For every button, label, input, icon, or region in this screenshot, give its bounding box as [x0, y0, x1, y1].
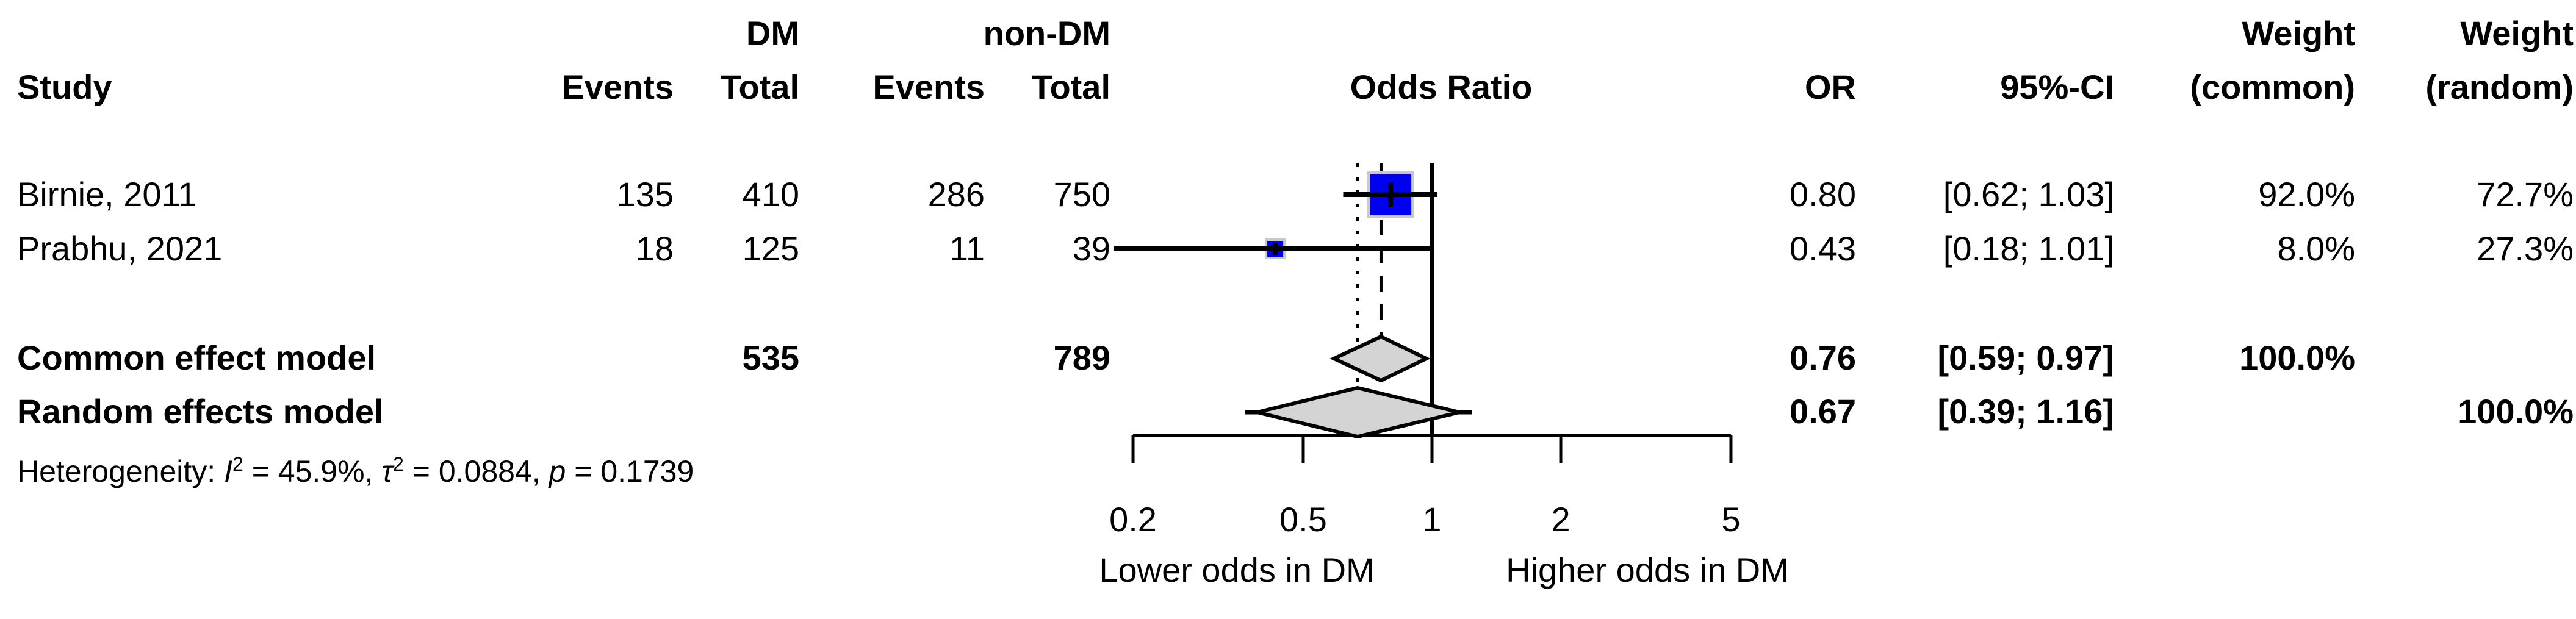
x-tick-label: 1 — [1422, 500, 1442, 538]
random-effects-label: Random effects model — [17, 392, 384, 431]
header-odds-ratio: Odds Ratio — [1350, 68, 1533, 106]
or-value: 0.80 — [1790, 175, 1856, 213]
het-i-symbol: I — [224, 454, 232, 488]
or-value: 0.43 — [1790, 229, 1856, 268]
random-ci-value: [0.39; 1.16] — [1937, 392, 2115, 431]
weight-common-value: 92.0% — [2258, 175, 2355, 213]
non-dm-total-value: 750 — [1053, 175, 1110, 213]
axis-label-lower-odds: Lower odds in DM — [1099, 551, 1375, 589]
common-non-dm-total: 789 — [1053, 338, 1110, 377]
non-dm-events-value: 286 — [927, 175, 985, 213]
header-group-dm: DM — [746, 14, 799, 52]
header-total-non-dm: Total — [1031, 68, 1110, 106]
header-or: OR — [1805, 68, 1856, 106]
x-tick-label: 5 — [1721, 500, 1741, 538]
header-events-non-dm: Events — [872, 68, 985, 106]
non-dm-total-value: 39 — [1072, 229, 1110, 268]
header-weight-common-top: Weight — [2242, 14, 2355, 52]
header-total-dm: Total — [720, 68, 799, 106]
het-tau2-value: = 0.0884, — [403, 454, 549, 488]
het-tau-symbol: τ — [381, 454, 394, 488]
common-effect-label: Common effect model — [17, 338, 376, 377]
header-weight-common: (common) — [2190, 68, 2355, 106]
header-group-non-dm: non-DM — [983, 14, 1110, 52]
weight-random-value: 72.7% — [2477, 175, 2574, 213]
weight-common-value: 8.0% — [2277, 229, 2355, 268]
common-weight-value: 100.0% — [2239, 338, 2355, 377]
common-or-value: 0.76 — [1790, 338, 1856, 377]
x-tick-label: 0.2 — [1109, 500, 1157, 538]
header-weight-random-top: Weight — [2460, 14, 2574, 52]
header-ci: 95%-CI — [2000, 68, 2114, 106]
header-weight-random: (random) — [2425, 68, 2574, 106]
random-effects-diamond — [1256, 385, 1460, 439]
point-estimate-tick — [1273, 243, 1278, 255]
point-estimate-tick — [1388, 182, 1394, 207]
het-i-sup: 2 — [232, 453, 243, 475]
het-p-symbol: p — [549, 454, 566, 488]
random-or-value: 0.67 — [1790, 392, 1856, 431]
random-weight-value: 100.0% — [2458, 392, 2574, 431]
study-name: Prabhu, 2021 — [17, 229, 223, 268]
dm-events-value: 18 — [635, 229, 674, 268]
common-effect-diamond — [1329, 334, 1431, 383]
het-p-value: = 0.1739 — [566, 454, 694, 488]
het-i2-value: = 45.9%, — [243, 454, 382, 488]
x-tick-label: 0.5 — [1279, 500, 1327, 538]
header-events-dm: Events — [561, 68, 674, 106]
dm-events-value: 135 — [616, 175, 674, 213]
common-ci-value: [0.59; 0.97] — [1937, 338, 2115, 377]
non-dm-events-value: 11 — [949, 229, 985, 268]
dm-total-value: 410 — [742, 175, 799, 213]
heterogeneity-note: Heterogeneity: I2 = 45.9%, τ2 = 0.0884, … — [17, 453, 694, 488]
header-study: Study — [17, 68, 112, 106]
weight-random-value: 27.3% — [2477, 229, 2574, 268]
x-tick-label: 2 — [1551, 500, 1570, 538]
dm-total-value: 125 — [742, 229, 799, 268]
het-tau-sup: 2 — [393, 453, 404, 475]
ci-value: [0.62; 1.03] — [1943, 175, 2114, 213]
axis-label-higher-odds: Higher odds in DM — [1506, 551, 1789, 589]
ci-value: [0.18; 1.01] — [1943, 229, 2114, 268]
study-name: Birnie, 2011 — [17, 175, 197, 213]
common-dm-total: 535 — [742, 338, 799, 377]
het-prefix: Heterogeneity: — [17, 454, 225, 488]
